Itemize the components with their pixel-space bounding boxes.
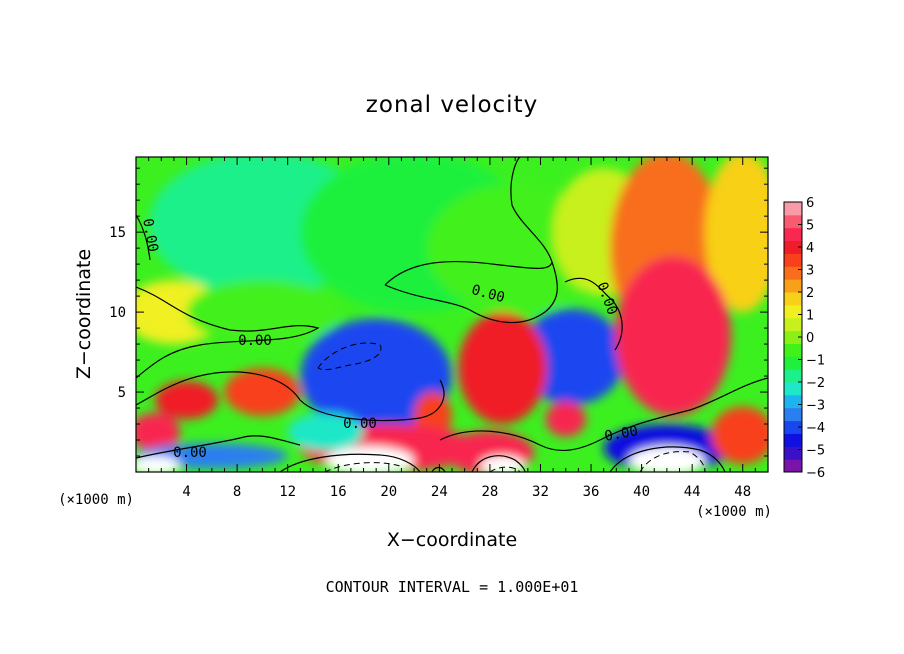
colorbar: 6 5 4 3 2 1 0 −1 −2 −3 −4 −5 −6	[783, 196, 825, 481]
x-tick-label: 48	[734, 484, 751, 500]
colorbar-swatch	[784, 227, 802, 242]
colorbar-swatch	[784, 433, 802, 447]
negative-contours	[317, 342, 706, 472]
x-tick-label: 40	[633, 484, 650, 500]
y-tick-label: 5	[118, 385, 126, 401]
x-tick-label: 12	[279, 484, 296, 500]
colorbar-swatch	[784, 420, 802, 434]
contour-label: 0.00	[139, 217, 161, 253]
contour-line	[136, 214, 151, 261]
colorbar-label: 3	[806, 264, 814, 279]
colorbar-label: −5	[806, 444, 825, 459]
colorbar-swatch	[784, 330, 802, 344]
colorbar-label: −2	[806, 376, 825, 391]
x-tick-label: 16	[330, 484, 347, 500]
colorbar-label: 2	[806, 286, 814, 301]
x-axis: 4 8 12 16 20 24 28 32 36 40 44 48	[148, 157, 756, 500]
contour-label: 0.00	[173, 445, 207, 461]
contour-line	[431, 466, 446, 472]
contour-line	[609, 446, 726, 472]
colorbar-swatch	[784, 343, 802, 357]
x-tick-label: 44	[684, 484, 701, 500]
colorbar-label: −3	[806, 399, 825, 414]
colorbar-swatch	[784, 407, 802, 422]
contour-line	[279, 453, 421, 472]
contour-interval-footer: CONTOUR INTERVAL = 1.000E+01	[326, 578, 579, 596]
colorbar-swatch	[784, 356, 802, 370]
colorbar-label: 5	[806, 219, 814, 234]
field-region	[628, 446, 705, 472]
field-region	[545, 401, 586, 437]
y-axis-label: Z−coordinate	[73, 249, 95, 379]
field-region	[287, 412, 364, 452]
field-region	[615, 256, 732, 417]
colorbar-swatch	[784, 382, 802, 396]
colorbar-label: 0	[806, 331, 814, 346]
y-tick-label: 10	[109, 305, 126, 321]
colorbar-label: 1	[806, 309, 814, 324]
colorbar-swatch	[784, 369, 802, 383]
z-unit-label: (×1000 m)	[58, 492, 134, 508]
contour-label: 0.00	[603, 423, 639, 445]
x-tick-label: 4	[182, 484, 190, 500]
velocity-field: 0.000.000.000.000.000.000.00	[136, 157, 768, 472]
colorbar-label: 6	[806, 196, 814, 211]
contour-label: 0.00	[343, 416, 377, 432]
contour-line	[564, 277, 623, 351]
colorbar-swatch	[784, 317, 802, 332]
contour-line	[384, 261, 558, 324]
colorbar-swatch	[784, 304, 802, 319]
colorbar-swatch	[784, 292, 802, 306]
x-unit-label: (×1000 m)	[696, 504, 772, 520]
contour-line	[299, 379, 445, 422]
x-tick-label: 8	[233, 484, 241, 500]
x-axis-label: X−coordinate	[387, 529, 517, 551]
field-region	[325, 446, 415, 472]
colorbar-swatch	[784, 446, 802, 460]
x-tick-label: 24	[431, 484, 448, 500]
field-region	[136, 456, 181, 472]
colorbar-swatch	[784, 279, 802, 293]
contour-label: 0.00	[238, 333, 272, 349]
colorbar-swatch	[784, 214, 802, 229]
contour-line	[489, 466, 521, 472]
field-region	[458, 312, 547, 425]
field-region	[154, 380, 219, 420]
field-region	[711, 406, 768, 464]
colorbar-swatch	[784, 202, 802, 216]
zero-contours	[136, 157, 768, 472]
colorbar-label: −4	[806, 421, 825, 436]
contour-line	[439, 377, 768, 451]
colorbar-label: −6	[806, 466, 825, 481]
field-region	[224, 368, 301, 417]
contour-line	[471, 455, 526, 472]
field-region	[300, 318, 452, 434]
x-tick-label: 20	[380, 484, 397, 500]
colorbar-swatch	[784, 266, 802, 280]
x-tick-label: 36	[583, 484, 600, 500]
x-tick-label: 28	[481, 484, 498, 500]
contour-line	[136, 435, 301, 459]
colorbar-swatch	[784, 253, 802, 267]
contour-line	[317, 342, 382, 371]
colorbar-label: −1	[806, 354, 825, 369]
colorbar-swatch	[784, 240, 802, 254]
x-tick-label: 32	[532, 484, 549, 500]
y-axis: 5 10 15	[109, 167, 768, 457]
chart-title: zonal velocity	[366, 92, 538, 118]
contour-line	[136, 286, 320, 379]
colorbar-swatch	[784, 394, 802, 409]
contour-line	[136, 371, 301, 406]
field-region	[136, 412, 181, 452]
contour-line	[384, 157, 553, 286]
y-tick-label: 15	[109, 225, 126, 241]
colorbar-label: 4	[806, 241, 814, 256]
colorbar-swatch	[784, 459, 802, 473]
field-region	[704, 157, 768, 313]
contour-line	[324, 462, 401, 472]
